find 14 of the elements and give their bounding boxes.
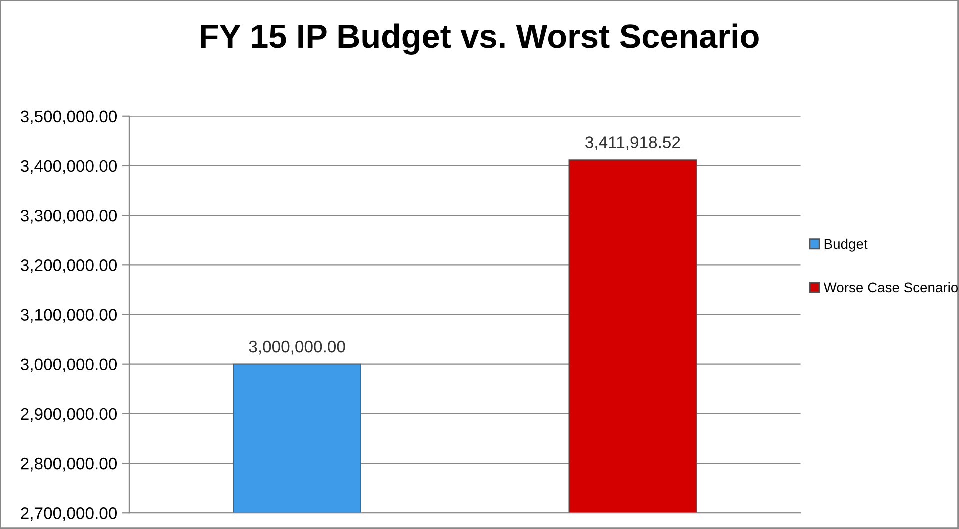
chart-title: FY 15 IP Budget vs. Worst Scenario — [201, 24, 759, 56]
data-label: 3,411,918.52 — [586, 136, 680, 150]
y-tick-label: 3,200,000.00 — [20, 260, 118, 274]
legend-label: Worse Case Scenario — [824, 282, 958, 293]
data-label: 3,000,000.00 — [249, 340, 346, 355]
y-tick-label: 3,000,000.00 — [20, 358, 118, 373]
y-tick-label: 2,900,000.00 — [21, 408, 118, 422]
y-tick-label: 3,100,000.00 — [20, 309, 118, 323]
y-tick-label: 3,400,000.00 — [20, 160, 118, 174]
y-tick-label: 2,800,000.00 — [21, 458, 118, 472]
y-tick-label: 3,500,000.00 — [20, 110, 118, 125]
legend-label: Budget — [824, 238, 868, 252]
y-tick-label: 3,300,000.00 — [20, 210, 118, 224]
y-tick-label: 2,700,000.00 — [21, 508, 118, 522]
